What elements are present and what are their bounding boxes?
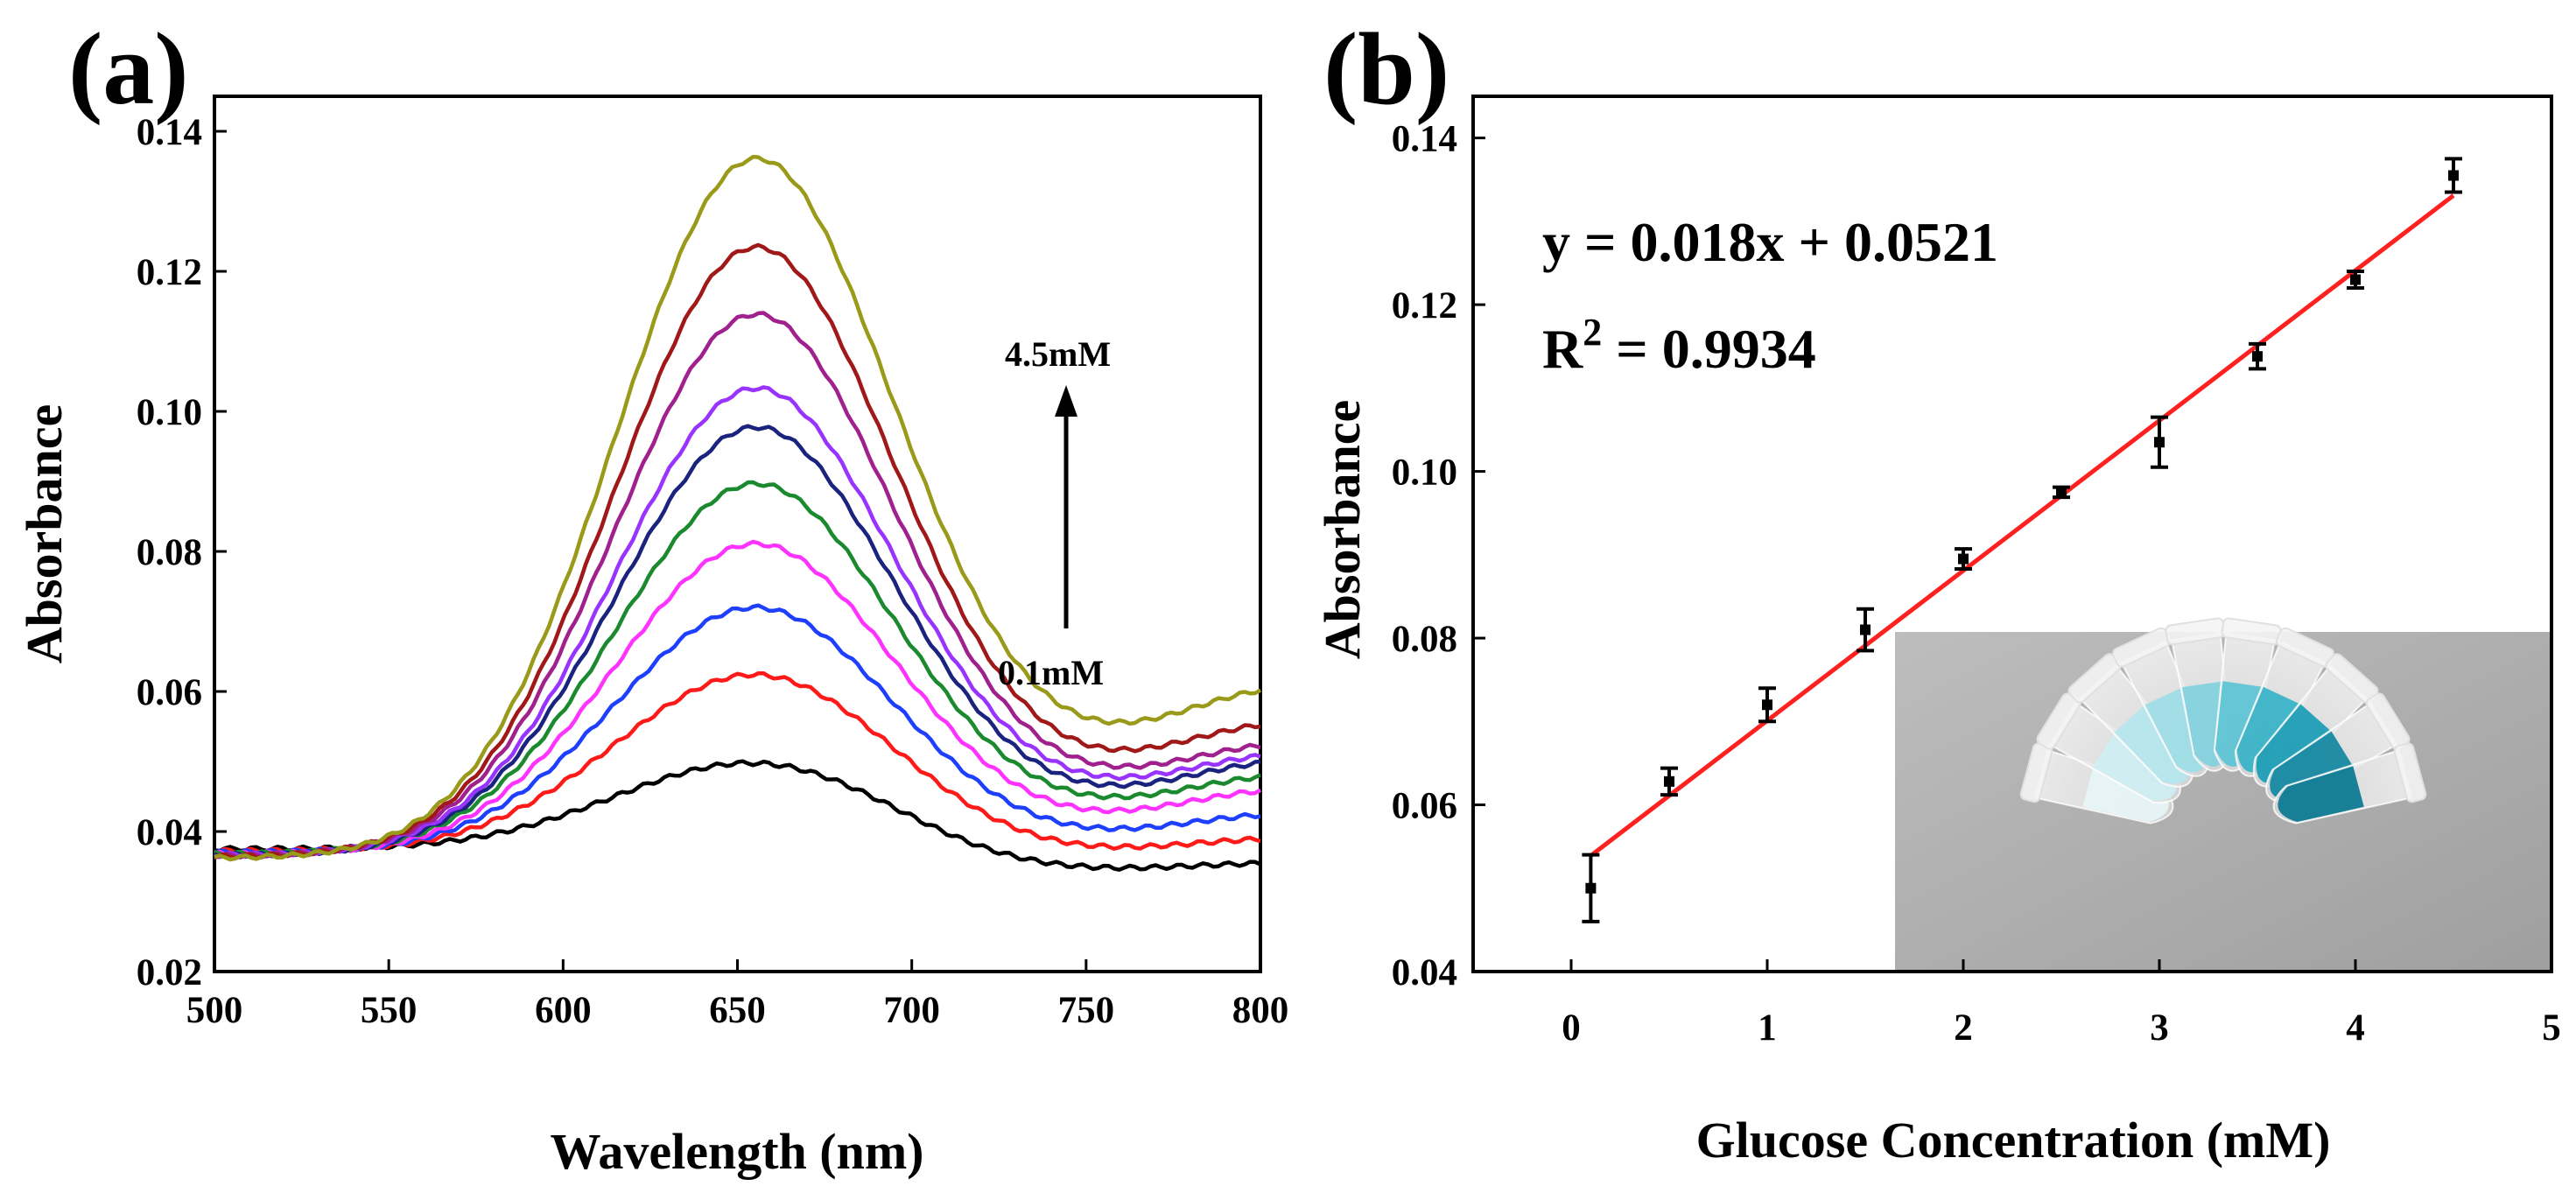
x-tick-label-a: 550 <box>361 990 418 1031</box>
spectrum-curve <box>214 539 1262 858</box>
point-marker <box>2252 351 2263 362</box>
y-axis-title-b: Absorbance <box>1314 400 1371 659</box>
y-tick-label-b: 0.06 <box>1392 786 1457 827</box>
y-tick-label-b: 0.12 <box>1392 285 1457 326</box>
spectrum-curve <box>214 311 1261 860</box>
data-point <box>2249 341 2266 371</box>
plot-a-curves <box>213 154 1262 872</box>
fit-line-group <box>1589 193 2455 858</box>
microtube <box>2036 692 2181 804</box>
x-tick-label-b: 1 <box>1758 1007 1777 1049</box>
panel-b: (b) 0 1 2 3 4 5 0.04 0.06 0.08 0.10 0.12 0.14 y = 0… <box>1314 11 2561 1168</box>
point-marker <box>2154 437 2165 448</box>
data-points <box>1582 157 2462 923</box>
x-tick-label-a: 600 <box>535 990 592 1031</box>
point-marker <box>2350 274 2361 285</box>
data-point <box>1955 547 1972 571</box>
fit-equation: y = 0.018x + 0.0521 <box>1542 211 1998 273</box>
point-marker <box>2448 170 2459 181</box>
x-tick-label-a: 750 <box>1058 990 1115 1031</box>
spectrum-curve <box>214 759 1261 872</box>
point-marker <box>1762 699 1772 711</box>
r-squared-prefix: R <box>1542 318 1583 380</box>
spectrum-curve <box>214 670 1261 855</box>
plot-b-ticks: 0 1 2 3 4 5 0.04 0.06 0.08 0.10 0.12 0.14 <box>1392 119 2561 1049</box>
x-tick-label-a: 650 <box>709 990 766 1031</box>
panel-a-label: (a) <box>68 11 189 126</box>
x-tick-label-b: 5 <box>2542 1007 2561 1049</box>
x-axis-title-a: Wavelength (nm) <box>551 1123 924 1180</box>
annotation-high: 4.5mM <box>1005 334 1111 374</box>
y-tick-label-a: 0.10 <box>137 392 202 433</box>
microtube <box>2019 742 2174 825</box>
y-tick-label-b: 0.14 <box>1392 119 1457 160</box>
x-tick-label-b: 3 <box>2150 1007 2169 1049</box>
spectrum-curve <box>213 242 1261 860</box>
data-point <box>2347 270 2364 291</box>
point-marker <box>1664 775 1674 787</box>
y-tick-label-b: 0.04 <box>1392 952 1457 993</box>
microtube <box>2252 653 2379 788</box>
concentration-arrow-head <box>1055 385 1077 417</box>
point-marker <box>1585 882 1597 894</box>
data-point <box>2445 157 2462 194</box>
annotation-low: 0.1mM <box>998 653 1104 692</box>
y-tick-label-b: 0.10 <box>1392 453 1457 494</box>
panel-b-label: (b) <box>1323 11 1449 126</box>
data-point <box>1758 686 1776 724</box>
point-marker <box>1958 553 1969 565</box>
y-tick-label-b: 0.08 <box>1392 619 1457 660</box>
spectrum-curve <box>214 154 1262 862</box>
y-tick-label-a: 0.08 <box>137 532 202 573</box>
r-squared-superscript: 2 <box>1583 311 1602 354</box>
x-tick-label-a: 700 <box>883 990 940 1031</box>
r-squared: R2 = 0.9934 <box>1542 311 1816 380</box>
point-marker <box>2056 487 2067 498</box>
y-tick-label-a: 0.02 <box>137 952 202 993</box>
y-tick-label-a: 0.06 <box>137 672 202 713</box>
x-tick-label-b: 2 <box>1954 1007 1973 1049</box>
x-tick-label-b: 0 <box>1562 1007 1581 1049</box>
microtube <box>2272 742 2427 825</box>
x-tick-label-a: 800 <box>1232 990 1289 1031</box>
data-point <box>2151 415 2168 469</box>
y-tick-label-a: 0.04 <box>137 812 202 853</box>
microtube <box>2234 627 2334 777</box>
y-tick-label-a: 0.14 <box>137 112 202 153</box>
x-axis-title-b: Glucose Concentration (mM) <box>1696 1112 2331 1168</box>
y-axis-title-a: Absorbance <box>16 404 73 663</box>
x-tick-label-a: 500 <box>186 990 243 1031</box>
spectrum-curve <box>214 603 1261 857</box>
data-point <box>1582 853 1600 923</box>
plot-a-ticks: 500 550 600 650 700 750 800 0.02 0.04 0.06 0.08 0.1… <box>137 112 1289 1031</box>
fit-line <box>1589 193 2455 858</box>
data-point <box>1660 766 1678 797</box>
r-squared-value: = 0.9934 <box>1602 318 1815 380</box>
y-tick-label-a: 0.12 <box>137 252 202 293</box>
plot-b-frame <box>1471 95 2553 973</box>
point-marker <box>1860 624 1871 635</box>
x-tick-label-b: 4 <box>2346 1007 2365 1049</box>
data-point <box>2053 485 2070 500</box>
data-point <box>1857 607 1874 653</box>
panel-a: (a) 500 550 600 650 700 750 800 0.02 0.04 0.06 0.0… <box>16 11 1288 1180</box>
inset-tubes <box>2019 617 2427 825</box>
inset-photo <box>1895 617 2550 970</box>
